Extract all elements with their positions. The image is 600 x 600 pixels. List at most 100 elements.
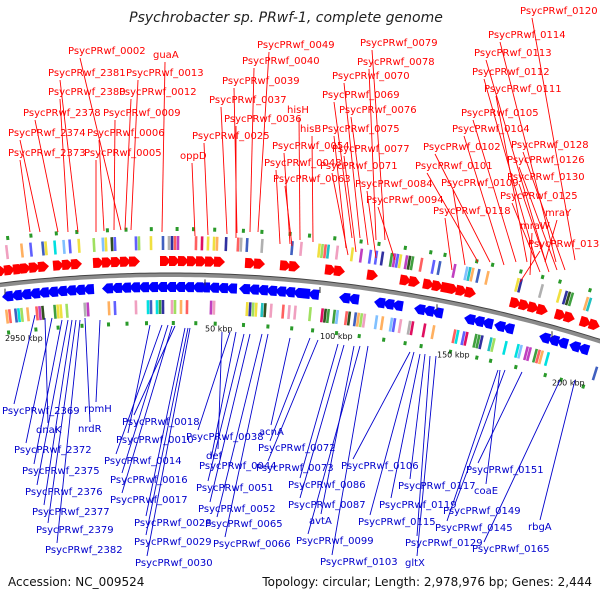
reverse-feature-bar-shape <box>146 300 150 315</box>
reverse-feature-bar-shape <box>107 301 111 316</box>
forward-feature-bar <box>418 257 424 272</box>
reverse-feature-bar-shape <box>269 303 273 318</box>
reverse-feature-bar-shape <box>53 304 57 319</box>
reverse-feature-bar-shape <box>346 311 352 326</box>
reverse-label-leader <box>390 353 421 499</box>
forward-gene-label: PsycPRwf_2378 <box>23 108 101 119</box>
reverse-feature-bar <box>388 317 394 332</box>
reverse-gene-arrow <box>156 281 168 293</box>
gene-arrow-shape <box>587 318 600 330</box>
reverse-feature-bar-shape <box>517 344 523 359</box>
reverse-feature-bar <box>7 309 13 324</box>
reverse-feature-bar <box>155 300 159 315</box>
reverse-feature-bar-shape <box>7 309 13 324</box>
forward-gene-arrow <box>526 301 539 313</box>
reverse-feature-bar <box>16 308 22 323</box>
forward-feature-bar <box>582 296 590 311</box>
inner-marker-shape <box>513 364 518 370</box>
gene-arrow-shape <box>110 256 122 268</box>
forward-gene-arrow <box>587 318 600 330</box>
reverse-feature-bar-shape <box>38 306 42 321</box>
reverse-label-leader <box>454 369 506 505</box>
forward-feature-bar <box>561 290 569 305</box>
reverse-feature-bar <box>463 331 469 346</box>
forward-gene-arrow <box>422 278 434 290</box>
forward-gene-arrow <box>535 303 548 315</box>
forward-feature-bar-shape <box>409 256 415 271</box>
forward-gene-label: PsycPRwf_0070 <box>332 71 410 82</box>
inner-marker-shape <box>543 372 548 378</box>
gene-arrow-shape <box>517 299 530 311</box>
gene-arrow-shape <box>578 315 591 328</box>
reverse-feature-bar <box>525 346 533 362</box>
forward-feature-bar-shape <box>104 237 108 252</box>
reverse-gene-label: PsycPRwf_0103 <box>320 557 398 568</box>
reverse-gene-arrow <box>192 282 204 293</box>
outer-marker-shape <box>333 236 337 241</box>
forward-gene-arrow <box>61 259 73 271</box>
gene-arrow-shape <box>20 288 32 300</box>
reverse-feature-bar-shape <box>331 309 337 324</box>
inner-marker <box>310 328 315 333</box>
gene-arrow-shape <box>446 283 458 294</box>
gene-arrow-shape <box>226 283 238 294</box>
forward-feature-bar <box>167 235 171 251</box>
reverse-gene-arrow <box>473 316 485 328</box>
forward-gene-arrow <box>195 256 207 267</box>
outer-marker-shape <box>213 227 217 232</box>
gene-arrow-shape <box>47 286 59 297</box>
reverse-feature-bar <box>543 351 551 367</box>
forward-gene-label: PsycPRwf_0094 <box>366 195 444 206</box>
forward-feature-bar <box>484 270 490 286</box>
reverse-feature-bar <box>293 305 297 320</box>
gene-arrow-shape <box>535 303 548 315</box>
inner-marker <box>266 324 270 329</box>
scale-ticks: 2950 kbp 50 kbp 100 kbp 150 kbp 200 kbp <box>4 279 585 387</box>
gene-arrow-shape <box>147 282 159 293</box>
gene-arrow-shape <box>0 266 6 277</box>
inner-marker <box>213 321 217 326</box>
forward-gene-arrow <box>553 308 566 320</box>
outer-marker-shape <box>518 269 523 274</box>
forward-feature-bar-shape <box>176 235 180 251</box>
reverse-gene-label: PsycPRwf_0145 <box>435 523 513 534</box>
reverse-feature-bar <box>134 300 138 315</box>
reverse-feature-bar <box>113 301 117 316</box>
outer-marker <box>307 233 312 238</box>
reverse-gene-label: PsycPRwf_0052 <box>198 504 276 515</box>
gene-arrow-shape <box>279 260 291 271</box>
gene-arrow-shape <box>374 297 386 309</box>
forward-feature-bar-shape <box>224 237 228 252</box>
forward-gene-arrow <box>204 256 216 267</box>
inner-marker <box>241 322 246 328</box>
gene-arrow-shape <box>455 284 467 296</box>
gene-arrow-shape <box>569 341 582 353</box>
forward-feature-bar-shape <box>29 242 33 257</box>
forward-label-leader <box>249 67 255 233</box>
forward-gene-arrow <box>464 286 476 298</box>
forward-feature-bar-shape <box>319 243 325 259</box>
forward-label-leader <box>371 49 386 241</box>
reverse-label-leader <box>33 319 63 465</box>
gene-arrow-shape <box>366 269 378 281</box>
gene-arrow-shape <box>65 285 77 296</box>
reverse-feature-bar <box>421 323 427 338</box>
forward-label-leader <box>283 152 291 245</box>
reverse-gene-label: dnaK <box>36 425 62 436</box>
outer-marker <box>403 245 408 251</box>
forward-feature-bar-shape <box>44 241 48 256</box>
forward-feature-bar <box>137 236 141 251</box>
outer-marker <box>443 252 447 258</box>
forward-feature-bar <box>92 237 96 253</box>
reverse-feature-bar <box>53 304 57 319</box>
gene-arrow-shape <box>553 308 566 320</box>
forward-label-leader <box>311 135 314 243</box>
reverse-label-leader <box>477 371 523 464</box>
reverse-feature-bar <box>331 309 337 324</box>
reverse-gene-arrow <box>339 292 351 304</box>
reverse-feature-bar <box>334 309 340 325</box>
reverse-gene-arrow <box>11 289 23 301</box>
reverse-gene-label: PsycPRwf_2369 <box>2 406 80 417</box>
forward-feature-bar-shape <box>62 239 66 254</box>
forward-feature-bar-shape <box>484 270 490 286</box>
